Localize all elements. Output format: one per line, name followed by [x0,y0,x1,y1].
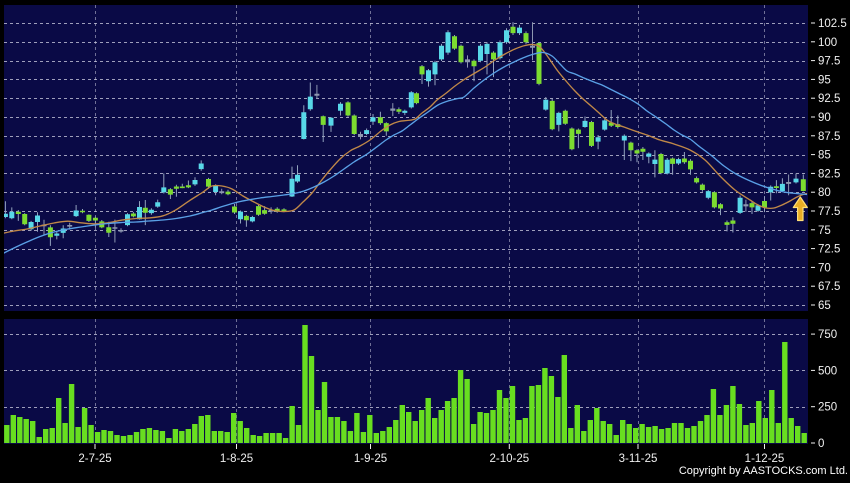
svg-text:1-9-25: 1-9-25 [354,453,387,465]
svg-text:3-11-25: 3-11-25 [619,453,658,465]
svg-text:85: 85 [818,150,831,162]
svg-text:77.5: 77.5 [818,206,840,218]
svg-text:92.5: 92.5 [818,93,840,105]
svg-text:75: 75 [818,225,831,237]
svg-text:90: 90 [818,112,831,124]
svg-text:95: 95 [818,74,831,86]
svg-text:750: 750 [818,329,837,341]
svg-text:2-7-25: 2-7-25 [78,453,111,465]
svg-text:Copyright by AASTOCKS.com Ltd.: Copyright by AASTOCKS.com Ltd. [679,465,848,477]
svg-text:67.5: 67.5 [818,281,840,293]
svg-text:100: 100 [818,37,837,49]
svg-text:82.5: 82.5 [818,168,840,180]
svg-text:1-12-25: 1-12-25 [745,453,785,465]
svg-text:2-10-25: 2-10-25 [489,453,529,465]
svg-text:1-8-25: 1-8-25 [220,453,253,465]
svg-text:72.5: 72.5 [818,244,840,256]
svg-text:65: 65 [818,300,831,312]
svg-text:70: 70 [818,262,831,274]
svg-text:97.5: 97.5 [818,56,840,68]
svg-text:250: 250 [818,402,837,414]
svg-text:102.5: 102.5 [818,18,847,30]
svg-text:0: 0 [818,438,824,450]
svg-text:87.5: 87.5 [818,131,840,143]
svg-text:500: 500 [818,365,837,377]
svg-text:80: 80 [818,187,831,199]
